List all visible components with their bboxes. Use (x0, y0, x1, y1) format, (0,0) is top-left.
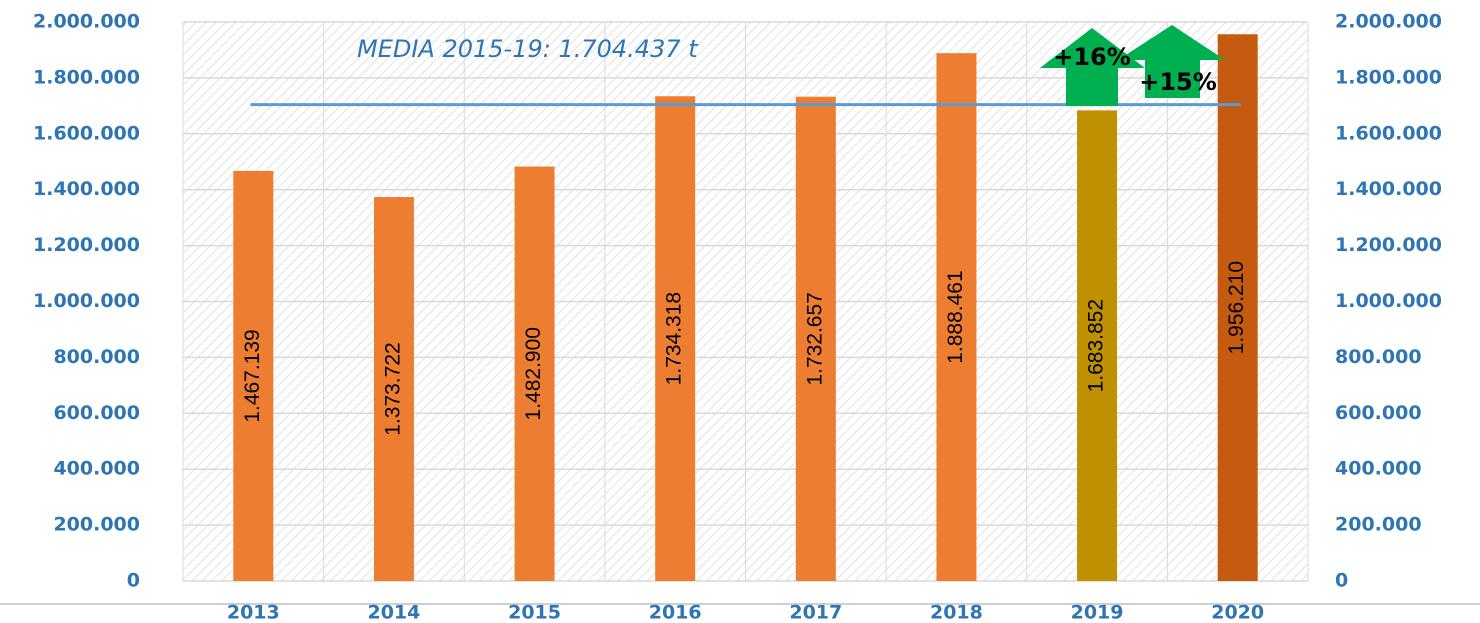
value-label: 1.373.722 (381, 342, 404, 435)
bar (233, 170, 274, 582)
bar (373, 197, 414, 581)
bar (1217, 34, 1258, 581)
x-tick-label: 2013 (227, 602, 280, 623)
y-tick-label: 400.000 (53, 458, 140, 480)
y2-tick-label: 800.000 (1335, 346, 1422, 368)
value-label: 1.956.210 (1225, 261, 1248, 354)
x-tick-label: 2019 (1071, 602, 1124, 623)
x-tick-label: 2016 (649, 602, 702, 623)
y2-tick-label: 1.000.000 (1335, 290, 1442, 312)
y-tick-label: 1.400.000 (33, 178, 140, 200)
y-tick-label: 600.000 (53, 402, 140, 424)
bar (1077, 110, 1118, 581)
plot: 0 200.000 400.000 600.000 800.000 1.000.000 1.… (33, 11, 1442, 623)
y-tick-label: 1.200.000 (33, 234, 140, 256)
y2-tick-label: 400.000 (1335, 458, 1422, 480)
arrow-1 (1040, 28, 1145, 106)
x-tick-label: 2015 (508, 602, 561, 623)
y2-tick-label: 200.000 (1335, 514, 1422, 536)
value-label: 1.467.139 (241, 329, 264, 422)
x-tick-label: 2020 (1211, 602, 1264, 623)
bar (936, 53, 977, 581)
y2-tick-label: 600.000 (1335, 402, 1422, 424)
y-tick-label: 2.000.000 (33, 11, 140, 33)
annotation: +16% (1053, 43, 1131, 71)
x-tick-label: 2017 (789, 602, 842, 623)
y2-tick-label: 1.200.000 (1335, 234, 1442, 256)
y2-tick-label: 1.600.000 (1335, 122, 1442, 144)
bar (655, 96, 696, 581)
y2-tick-label: 0 (1335, 570, 1348, 592)
x-tick-label: 2018 (930, 602, 983, 623)
reference-label: MEDIA 2015-19: 1.704.437 t (357, 35, 699, 63)
bar (514, 166, 555, 581)
y-tick-label: 1.800.000 (33, 66, 140, 88)
y-tick-label: 0 (127, 570, 140, 592)
y2-tick-label: 1.800.000 (1335, 66, 1442, 88)
value-label: 1.888.461 (944, 270, 967, 363)
y-tick-label: 200.000 (53, 514, 140, 536)
y2-tick-label: 2.000.000 (1335, 11, 1442, 33)
y-tick-label: 1.600.000 (33, 122, 140, 144)
y-tick-label: 800.000 (53, 346, 140, 368)
value-label: 1.683.852 (1085, 299, 1108, 392)
y-tick-label: 1.000.000 (33, 290, 140, 312)
arrow-2 (1118, 25, 1225, 98)
value-label: 1.732.657 (803, 292, 826, 385)
annotation: +15% (1139, 68, 1217, 96)
value-label: 1.734.318 (663, 292, 686, 385)
value-label: 1.482.900 (522, 327, 545, 420)
x-tick-label: 2014 (367, 602, 420, 623)
y2-tick-label: 1.400.000 (1335, 178, 1442, 200)
bar (795, 96, 836, 582)
